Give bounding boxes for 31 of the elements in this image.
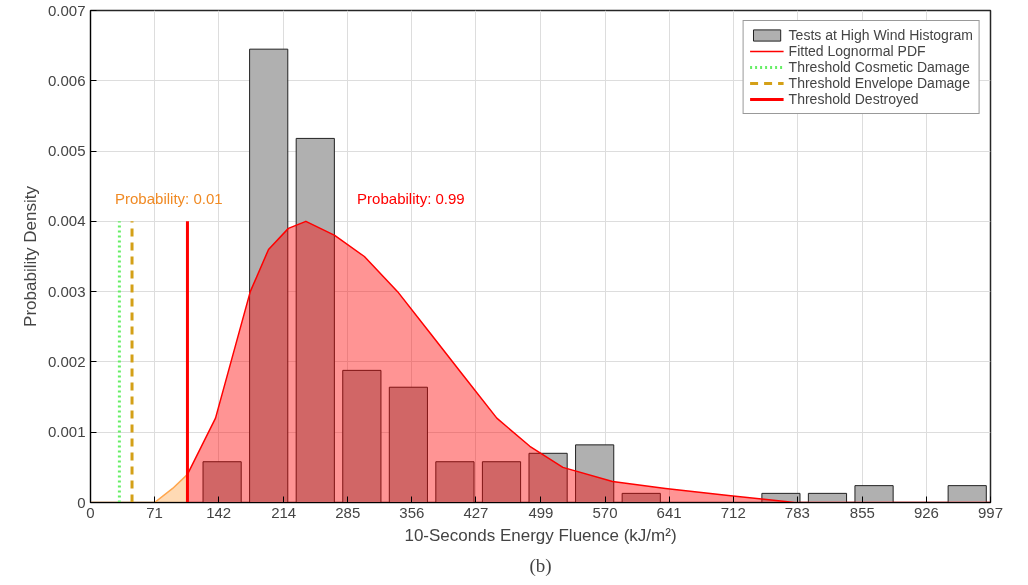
- legend-label: Threshold Destroyed: [788, 91, 919, 107]
- y-axis-title: Probability Density: [20, 185, 40, 327]
- x-tick-label: 214: [271, 503, 297, 521]
- x-tick-label: 142: [206, 503, 232, 521]
- x-tick-label: 641: [656, 503, 682, 521]
- y-tick-label: 0.006: [47, 71, 86, 89]
- x-tick-label: 285: [335, 503, 361, 521]
- x-tick-label: 356: [399, 503, 425, 521]
- x-tick-label: 570: [592, 503, 618, 521]
- x-tick-label: 427: [463, 503, 489, 521]
- text: (b): [529, 554, 552, 577]
- x-axis-title: 10-Seconds Energy Fluence (kJ/m²): [404, 525, 677, 545]
- x-tick-label: 71: [146, 503, 163, 521]
- x-tick-label: 712: [720, 503, 746, 521]
- x-tick-label: 926: [913, 503, 939, 521]
- legend-label: Threshold Envelope Damage: [788, 75, 970, 91]
- y-tick-label: 0.004: [47, 212, 86, 230]
- annotation: Probability: 0.01: [115, 190, 223, 208]
- legend-label: Fitted Lognormal PDF: [788, 43, 926, 59]
- legend-label: Tests at High Wind Histogram: [788, 27, 973, 43]
- y-tick-label: 0.007: [47, 1, 86, 19]
- x-tick-label: 499: [528, 503, 554, 521]
- x-tick-label: 997: [977, 503, 1004, 521]
- x-tick-label: 855: [849, 503, 875, 521]
- y-tick-label: 0.003: [47, 282, 86, 300]
- y-tick-label: 0.001: [47, 423, 86, 441]
- annotation: Probability: 0.99: [357, 190, 465, 208]
- x-tick-label: 783: [784, 503, 810, 521]
- legend-label: Threshold Cosmetic Damage: [788, 59, 970, 75]
- y-tick-label: 0.002: [47, 352, 86, 370]
- y-tick-label: 0.005: [47, 142, 86, 160]
